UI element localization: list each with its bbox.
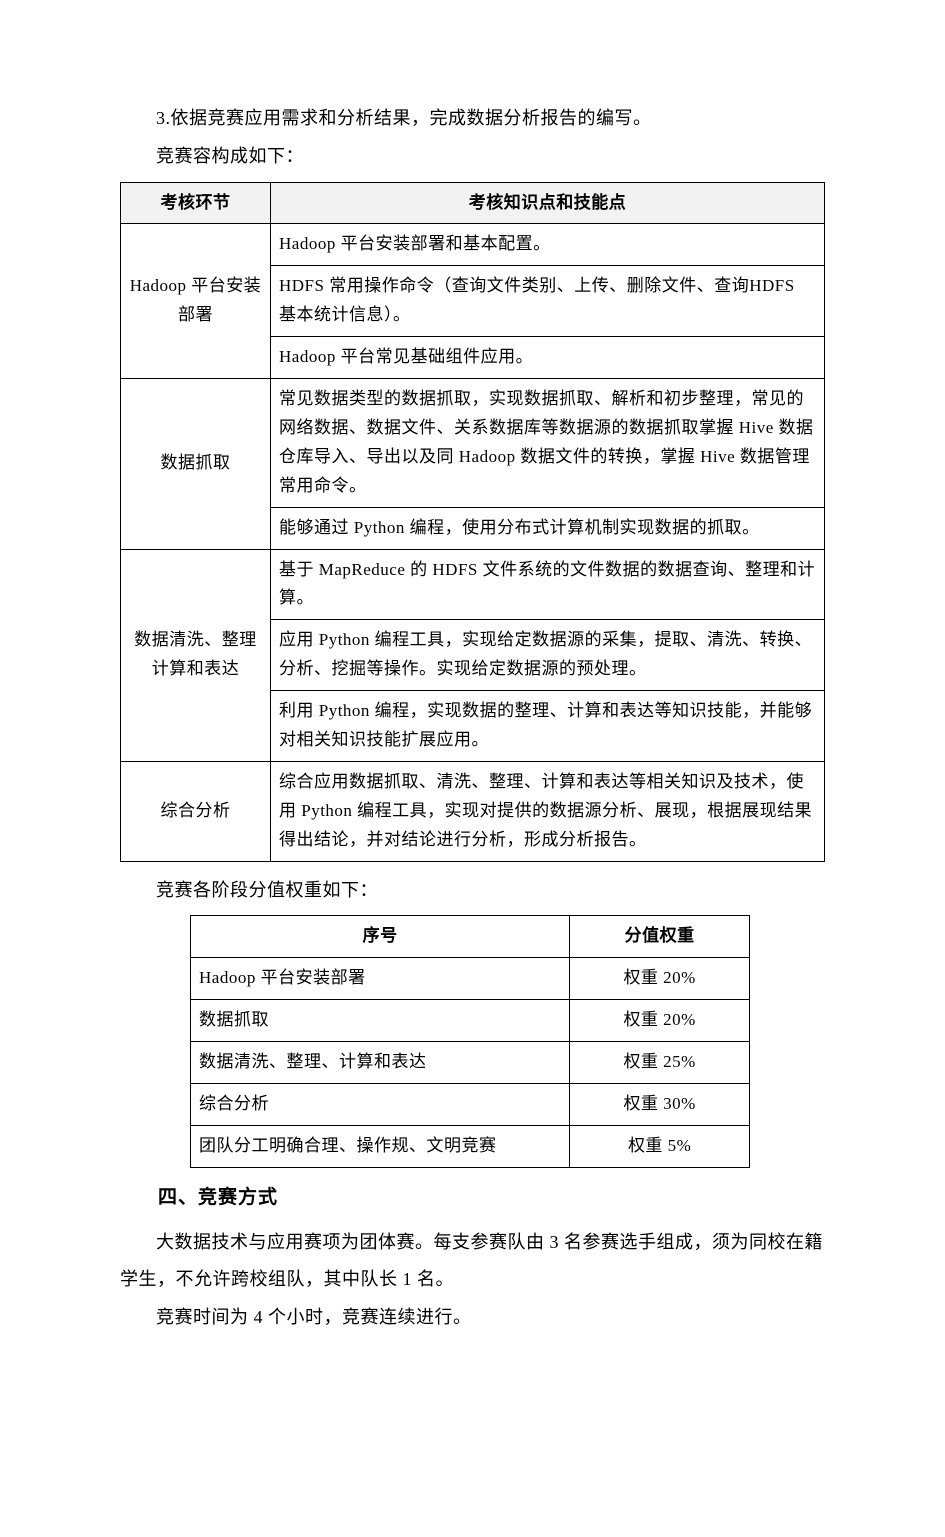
cell: 利用 Python 编程，实现数据的整理、计算和表达等知识技能，并能够对相关知识…: [271, 691, 825, 762]
header-section: 考核环节: [121, 182, 271, 224]
weight-value: 权重 5%: [570, 1125, 750, 1167]
group-label-clean: 数据清洗、整理计算和表达: [121, 549, 271, 761]
table-header-row: 考核环节 考核知识点和技能点: [121, 182, 825, 224]
table-row: Hadoop 平台安装部署 权重 20%: [191, 958, 750, 1000]
table-row: 综合分析 权重 30%: [191, 1083, 750, 1125]
table-row: 数据抓取 权重 20%: [191, 1000, 750, 1042]
weight-name: Hadoop 平台安装部署: [191, 958, 570, 1000]
cell: 基于 MapReduce 的 HDFS 文件系统的文件数据的数据查询、整理和计算…: [271, 549, 825, 620]
assessment-table: 考核环节 考核知识点和技能点 Hadoop 平台安装部署 Hadoop 平台安装…: [120, 182, 825, 862]
table-row: 数据抓取 常见数据类型的数据抓取，实现数据抓取、解析和初步整理，常见的网络数据、…: [121, 379, 825, 508]
weight-name: 数据抓取: [191, 1000, 570, 1042]
table-row: 数据清洗、整理、计算和表达 权重 25%: [191, 1041, 750, 1083]
intro-table2-lead: 竞赛各阶段分值权重如下：: [120, 872, 825, 910]
weight-value: 权重 20%: [570, 958, 750, 1000]
header-index: 序号: [191, 916, 570, 958]
weight-name: 数据清洗、整理、计算和表达: [191, 1041, 570, 1083]
competition-mode-p2: 竞赛时间为 4 个小时，竞赛连续进行。: [120, 1299, 825, 1337]
intro-item-3: 3.依据竞赛应用需求和分析结果，完成数据分析报告的编写。: [120, 100, 825, 138]
weight-value: 权重 20%: [570, 1000, 750, 1042]
header-points: 考核知识点和技能点: [271, 182, 825, 224]
table-row: 团队分工明确合理、操作规、文明竞赛 权重 5%: [191, 1125, 750, 1167]
group-label-crawl: 数据抓取: [121, 379, 271, 549]
header-weight: 分值权重: [570, 916, 750, 958]
table-header-row: 序号 分值权重: [191, 916, 750, 958]
cell: 能够通过 Python 编程，使用分布式计算机制实现数据的抓取。: [271, 507, 825, 549]
intro-table1-lead: 竞赛容构成如下：: [120, 138, 825, 176]
cell: Hadoop 平台常见基础组件应用。: [271, 337, 825, 379]
competition-mode-p1: 大数据技术与应用赛项为团体赛。每支参赛队由 3 名参赛选手组成，须为同校在籍学生…: [120, 1224, 825, 1300]
weight-name: 综合分析: [191, 1083, 570, 1125]
weight-value: 权重 25%: [570, 1041, 750, 1083]
cell: 综合应用数据抓取、清洗、整理、计算和表达等相关知识及技术，使用 Python 编…: [271, 761, 825, 861]
cell: 常见数据类型的数据抓取，实现数据抓取、解析和初步整理，常见的网络数据、数据文件、…: [271, 379, 825, 508]
section-heading-4: 四、竞赛方式: [120, 1178, 825, 1218]
cell: 应用 Python 编程工具，实现给定数据源的采集，提取、清洗、转换、分析、挖掘…: [271, 620, 825, 691]
group-label-hadoop: Hadoop 平台安装部署: [121, 224, 271, 379]
cell: HDFS 常用操作命令（查询文件类别、上传、删除文件、查询HDFS 基本统计信息…: [271, 266, 825, 337]
table-row: 综合分析 综合应用数据抓取、清洗、整理、计算和表达等相关知识及技术，使用 Pyt…: [121, 761, 825, 861]
weight-value: 权重 30%: [570, 1083, 750, 1125]
weight-table: 序号 分值权重 Hadoop 平台安装部署 权重 20% 数据抓取 权重 20%…: [190, 915, 750, 1167]
group-label-analysis: 综合分析: [121, 761, 271, 861]
cell: Hadoop 平台安装部署和基本配置。: [271, 224, 825, 266]
weight-name: 团队分工明确合理、操作规、文明竞赛: [191, 1125, 570, 1167]
table-row: 数据清洗、整理计算和表达 基于 MapReduce 的 HDFS 文件系统的文件…: [121, 549, 825, 620]
table-row: Hadoop 平台安装部署 Hadoop 平台安装部署和基本配置。: [121, 224, 825, 266]
